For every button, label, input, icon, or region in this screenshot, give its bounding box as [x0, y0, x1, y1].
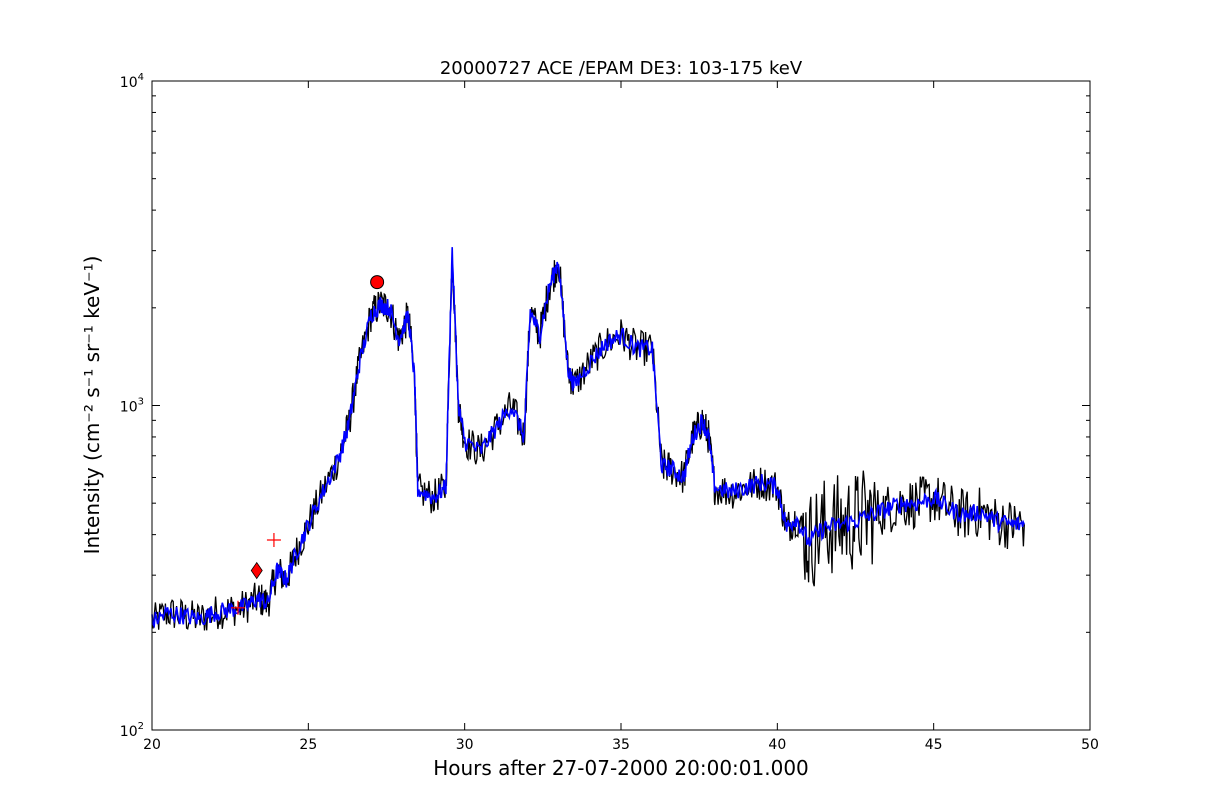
x-tick-label: 30	[456, 737, 474, 753]
onset-plus-marker	[266, 533, 281, 548]
y-tick-label: 103	[120, 397, 144, 416]
plot-data-layer	[151, 247, 1026, 631]
onset-diamond-marker	[250, 561, 263, 580]
y-axis-label: Intensity (cm⁻² s⁻¹ sr⁻¹ keV⁻¹)	[80, 256, 104, 555]
x-tick-label: 50	[1081, 737, 1099, 753]
peak-circle-marker	[370, 275, 385, 290]
x-axis-ticks: 20 25 30 35 40 45 50	[143, 81, 1099, 753]
x-tick-label: 20	[143, 737, 161, 753]
x-axis-label: Hours after 27-07-2000 20:00:01.000	[433, 756, 809, 780]
x-tick-label: 25	[299, 737, 317, 753]
x-tick-label: 40	[768, 737, 786, 753]
y-tick-label: 102	[120, 721, 144, 740]
y-axis-ticks: 102 103 104	[120, 72, 1090, 740]
onset-plus-marker	[230, 600, 245, 615]
plot-frame	[151, 80, 1091, 731]
x-tick-label: 45	[925, 737, 943, 753]
y-tick-label: 104	[120, 72, 144, 91]
chart-title: 20000727 ACE /EPAM DE3: 103-175 keV	[440, 58, 803, 79]
x-tick-label: 35	[612, 737, 630, 753]
smoothed-intensity-series-line	[151, 247, 1026, 629]
